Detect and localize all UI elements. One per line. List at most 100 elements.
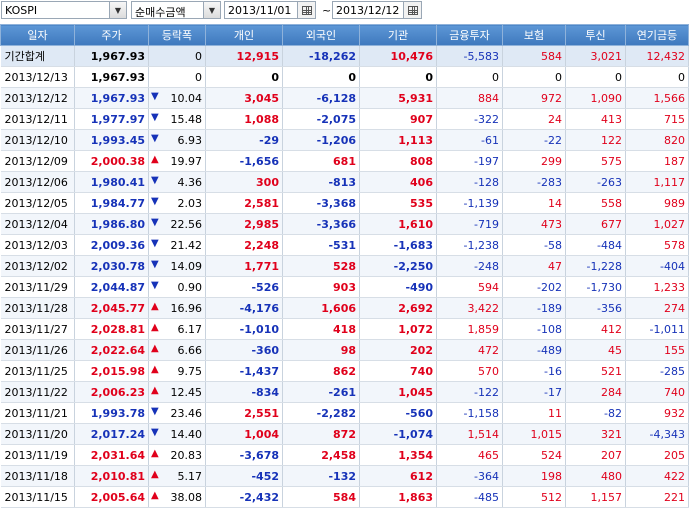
cell-indiv: 3,045 xyxy=(205,87,283,109)
cell-date: 2013/12/11 xyxy=(0,108,75,130)
column-header[interactable]: 개인 xyxy=(205,24,283,46)
cell-indiv: -452 xyxy=(205,465,283,487)
table-row[interactable]: 2013/11/19 2,031.64 ▲ 20.83 -3,678 2,458 1,354… xyxy=(0,444,689,466)
cell-date: 2013/12/02 xyxy=(0,255,75,277)
start-date-value: 2013/11/01 xyxy=(228,4,292,17)
cell-date: 2013/12/04 xyxy=(0,213,75,235)
table-row[interactable]: 2013/12/13 1,967.93 0 0 0 0 0 0 0 0 xyxy=(0,66,689,88)
cell-pension: -1,011 xyxy=(625,318,689,340)
cell-fin: 594 xyxy=(436,276,503,298)
cell-price: 2,017.24 xyxy=(74,423,149,445)
table-total-row[interactable]: 기간합계 1,967.93 0 12,915 -18,262 10,476 -5,583 58… xyxy=(0,45,689,67)
investor-trading-table: 일자 주가 등락폭 개인 외국인 기관 금융투자 보험 투신 연기금등 기간합계 1,967.93 0… xyxy=(0,24,689,508)
table-row[interactable]: 2013/11/21 1,993.78 ▼ 23.46 2,551 -2,282 -560-… xyxy=(0,402,689,424)
column-header[interactable]: 보험 xyxy=(502,24,566,46)
table-row[interactable]: 2013/12/10 1,993.45 ▼ 6.93 -29 -1,206 1,113 -61… xyxy=(0,129,689,151)
table-row[interactable]: 2013/12/05 1,984.77 ▼ 2.03 2,581 -3,368 535 -1,… xyxy=(0,192,689,214)
cell-trust: 284 xyxy=(565,381,626,403)
cell-foreign: -2,282 xyxy=(282,402,360,424)
calendar-icon[interactable] xyxy=(297,2,315,18)
table-row[interactable]: 2013/12/02 2,030.78 ▼ 14.09 1,771 528 -2,250 -2… xyxy=(0,255,689,277)
cell-date: 2013/11/20 xyxy=(0,423,75,445)
cell-change: ▲ 19.97 xyxy=(148,150,206,172)
change-value: 20.83 xyxy=(170,448,203,462)
cell-indiv: 0 xyxy=(205,66,283,88)
cell-fin: -128 xyxy=(436,171,503,193)
table-row[interactable]: 2013/11/28 2,045.77 ▲ 16.96 -4,176 1,606 2,692… xyxy=(0,297,689,319)
cell-pension: 0 xyxy=(625,66,689,88)
sort-select[interactable]: 순매수금액 ▼ xyxy=(131,1,221,19)
table-row[interactable]: 2013/12/04 1,986.80 ▼ 22.56 2,985 -3,366 1,610… xyxy=(0,213,689,235)
table-row[interactable]: 2013/12/06 1,980.41 ▼ 4.36 300 -813 406 -128 -28… xyxy=(0,171,689,193)
table-row[interactable]: 2013/11/22 2,006.23 ▲ 12.45 -834 -261 1,045 -12… xyxy=(0,381,689,403)
cell-fin: -197 xyxy=(436,150,503,172)
cell-change: ▼ 10.04 xyxy=(148,87,206,109)
chevron-down-icon[interactable]: ▼ xyxy=(203,2,220,18)
cell-fin: 1,514 xyxy=(436,423,503,445)
cell-foreign: 903 xyxy=(282,276,360,298)
column-header[interactable]: 일자 xyxy=(0,24,75,46)
cell-inst: -1,683 xyxy=(359,234,437,256)
cell-pension: 578 xyxy=(625,234,689,256)
cell-change: ▲ 9.75 xyxy=(148,360,206,382)
cell-ins: 584 xyxy=(502,45,566,67)
change-value: 38.08 xyxy=(170,490,203,504)
table-row[interactable]: 2013/11/18 2,010.81 ▲ 5.17 -452 -132 612 -364 19… xyxy=(0,465,689,487)
cell-pension: 221 xyxy=(625,486,689,508)
calendar-icon[interactable] xyxy=(403,2,421,18)
column-header[interactable]: 외국인 xyxy=(282,24,360,46)
cell-ins: 0 xyxy=(502,66,566,88)
column-header[interactable]: 투신 xyxy=(565,24,626,46)
table-row[interactable]: 2013/11/29 2,044.87 ▼ 0.90 -526 903 -490 594 -20… xyxy=(0,276,689,298)
cell-date: 2013/12/06 xyxy=(0,171,75,193)
cell-change: ▲ 6.66 xyxy=(148,339,206,361)
cell-change: ▼ 22.56 xyxy=(148,213,206,235)
market-select[interactable]: KOSPI ▼ xyxy=(1,1,127,19)
column-header[interactable]: 금융투자 xyxy=(436,24,503,46)
cell-indiv: -1,010 xyxy=(205,318,283,340)
change-value: 6.66 xyxy=(177,343,203,357)
down-triangle-icon: ▼ xyxy=(151,175,159,186)
cell-foreign: 862 xyxy=(282,360,360,382)
column-header[interactable]: 기관 xyxy=(359,24,437,46)
cell-change: ▼ 2.03 xyxy=(148,192,206,214)
cell-indiv: 1,004 xyxy=(205,423,283,445)
cell-indiv: 2,551 xyxy=(205,402,283,424)
cell-ins: 14 xyxy=(502,192,566,214)
cell-ins: -202 xyxy=(502,276,566,298)
table-row[interactable]: 2013/12/12 1,967.93 ▼ 10.04 3,045 -6,128 5,931… xyxy=(0,87,689,109)
column-header[interactable]: 등락폭 xyxy=(148,24,206,46)
start-date-field[interactable]: 2013/11/01 xyxy=(224,1,316,19)
column-header[interactable]: 연기금등 xyxy=(625,24,689,46)
cell-price: 1,967.93 xyxy=(74,66,149,88)
cell-change: ▲ 6.17 xyxy=(148,318,206,340)
cell-change: ▲ 20.83 xyxy=(148,444,206,466)
change-value: 0.90 xyxy=(177,280,203,294)
cell-price: 2,022.64 xyxy=(74,339,149,361)
column-header[interactable]: 주가 xyxy=(74,24,149,46)
cell-price: 2,030.78 xyxy=(74,255,149,277)
table-row[interactable]: 2013/12/11 1,977.97 ▼ 15.48 1,088 -2,075 907 -3… xyxy=(0,108,689,130)
cell-trust: 412 xyxy=(565,318,626,340)
table-row[interactable]: 2013/11/25 2,015.98 ▲ 9.75 -1,437 862 740 570 -1… xyxy=(0,360,689,382)
cell-foreign: 681 xyxy=(282,150,360,172)
change-value: 10.04 xyxy=(170,91,203,105)
cell-foreign: -2,075 xyxy=(282,108,360,130)
chevron-down-icon[interactable]: ▼ xyxy=(109,2,126,18)
table-row[interactable]: 2013/12/09 2,000.38 ▲ 19.97 -1,656 681 808 -197… xyxy=(0,150,689,172)
cell-pension: 989 xyxy=(625,192,689,214)
cell-price: 1,993.45 xyxy=(74,129,149,151)
table-row[interactable]: 2013/12/03 2,009.36 ▼ 21.42 2,248 -531 -1,683-… xyxy=(0,234,689,256)
table-row[interactable]: 2013/11/15 2,005.64 ▲ 38.08 -2,432 584 1,863 -4… xyxy=(0,486,689,508)
end-date-field[interactable]: 2013/12/12 xyxy=(332,1,422,19)
cell-trust: -484 xyxy=(565,234,626,256)
cell-date: 2013/11/18 xyxy=(0,465,75,487)
up-triangle-icon: ▲ xyxy=(151,154,159,165)
table-row[interactable]: 2013/11/26 2,022.64 ▲ 6.66 -360 98 202 472 -489 4… xyxy=(0,339,689,361)
cell-date: 2013/11/21 xyxy=(0,402,75,424)
table-row[interactable]: 2013/11/27 2,028.81 ▲ 6.17 -1,010 418 1,072 1,8… xyxy=(0,318,689,340)
cell-indiv: 12,915 xyxy=(205,45,283,67)
cell-change: ▼ 14.09 xyxy=(148,255,206,277)
cell-fin: 0 xyxy=(436,66,503,88)
table-row[interactable]: 2013/11/20 2,017.24 ▼ 14.40 1,004 872 -1,074 1,… xyxy=(0,423,689,445)
